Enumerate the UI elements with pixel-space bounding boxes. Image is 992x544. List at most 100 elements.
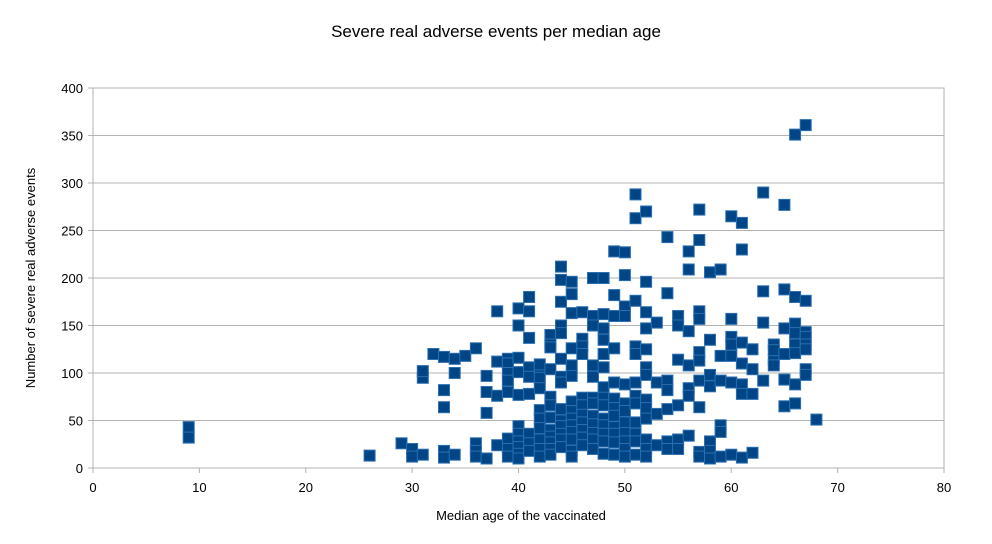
data-point (565, 433, 578, 446)
data-point (523, 444, 536, 457)
data-point (789, 291, 802, 303)
data-point (640, 402, 653, 415)
data-point (533, 371, 546, 384)
data-point (608, 436, 621, 449)
x-tick-label: 0 (89, 480, 96, 495)
data-point (799, 294, 812, 307)
data-point (533, 382, 546, 395)
data-point (704, 266, 716, 279)
data-point (640, 306, 653, 319)
x-tick-label: 50 (618, 480, 632, 495)
data-point (565, 342, 578, 355)
data-point (459, 349, 472, 362)
data-point (491, 305, 504, 318)
data-point (565, 450, 578, 463)
data-point (406, 450, 419, 463)
data-point (640, 343, 653, 356)
data-point (618, 450, 631, 463)
data-point (682, 359, 695, 372)
data-point (650, 376, 663, 389)
data-point (438, 384, 450, 397)
data-point (555, 441, 567, 454)
chart-title: Severe real adverse events per median ag… (331, 22, 661, 41)
y-tick-label: 350 (61, 129, 83, 144)
y-tick-label: 300 (61, 176, 83, 191)
data-point (555, 273, 567, 286)
data-point (576, 306, 589, 319)
data-point (672, 443, 685, 455)
data-point (672, 353, 685, 366)
data-point (650, 407, 663, 420)
data-point (682, 263, 695, 276)
data-point (661, 403, 674, 416)
data-point (608, 245, 621, 258)
data-point (491, 355, 504, 368)
data-point (789, 347, 802, 360)
data-point (778, 198, 791, 211)
data-point (693, 312, 706, 325)
data-point (587, 359, 599, 372)
data-point (469, 450, 482, 463)
data-point (682, 245, 695, 258)
data-point (789, 397, 802, 410)
data-point (608, 409, 621, 422)
data-point (597, 322, 610, 335)
data-point (757, 374, 770, 387)
data-point (608, 448, 621, 461)
data-point (693, 374, 706, 387)
data-point (608, 310, 621, 322)
data-point (469, 342, 482, 355)
data-point (629, 212, 642, 225)
data-point (544, 448, 557, 461)
data-point (597, 447, 610, 460)
data-point (629, 448, 642, 461)
data-point (629, 376, 642, 389)
data-point (714, 450, 727, 463)
data-point (565, 288, 578, 301)
data-point (735, 243, 748, 256)
data-point (565, 307, 578, 320)
data-point (576, 439, 589, 452)
data-point (704, 368, 716, 381)
data-point (523, 291, 536, 303)
data-point (597, 272, 610, 284)
data-point (608, 289, 621, 302)
data-point (725, 376, 738, 389)
data-point (448, 352, 461, 365)
data-point (735, 451, 748, 464)
data-point (533, 358, 546, 371)
data-point (629, 397, 642, 410)
data-point (587, 319, 599, 332)
data-point (682, 325, 695, 338)
data-point (512, 351, 525, 364)
y-tick-label: 200 (61, 271, 83, 286)
data-point (544, 411, 557, 424)
y-tick-label: 100 (61, 366, 83, 381)
data-point (672, 319, 685, 332)
data-point (725, 210, 738, 223)
data-point (533, 422, 546, 435)
data-point (714, 425, 727, 438)
data-point (533, 450, 546, 463)
data-point (789, 327, 802, 340)
data-point (799, 119, 812, 132)
data-point (693, 234, 706, 246)
data-point (480, 452, 493, 465)
data-point (448, 367, 461, 379)
x-tick-label: 60 (724, 480, 738, 495)
data-point (438, 451, 450, 464)
data-point (714, 263, 727, 276)
data-point (395, 437, 408, 450)
data-point (735, 336, 748, 349)
data-point (597, 333, 610, 346)
grid-lines (93, 87, 944, 469)
y-axis-ticks: 0 50 100 150 200 250 300 350 400 (61, 81, 93, 476)
x-tick-label: 70 (830, 480, 844, 495)
data-point (661, 384, 674, 397)
data-point (555, 260, 567, 273)
data-point (363, 449, 376, 462)
data-point (523, 305, 536, 318)
data-point (555, 295, 567, 308)
data-point (555, 376, 567, 389)
